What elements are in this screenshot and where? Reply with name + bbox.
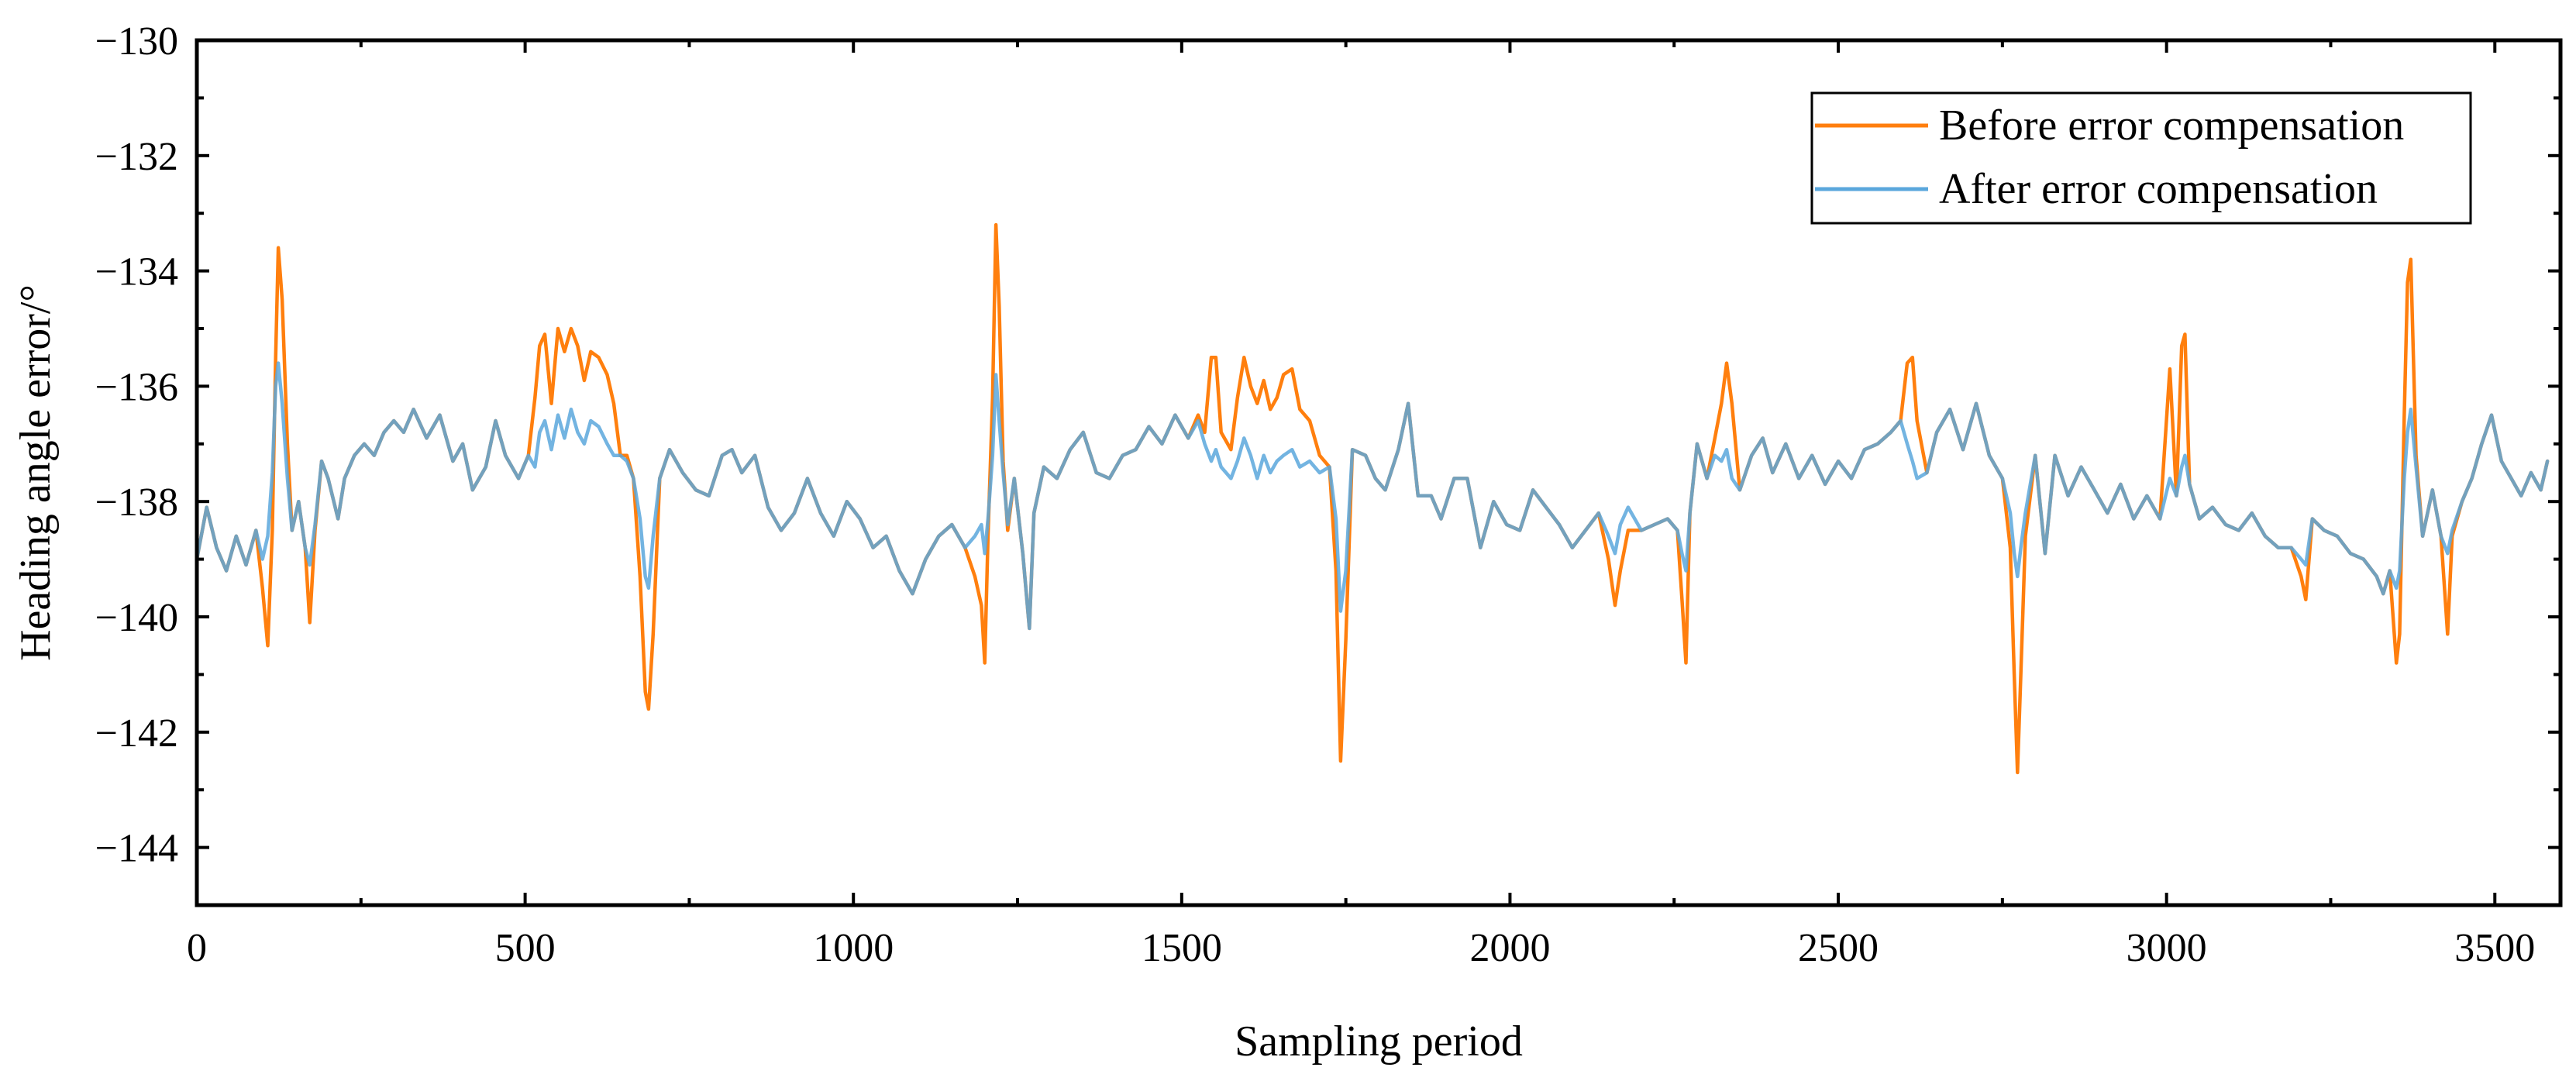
series-line-after-compensation [195,361,2550,631]
y-tick-label: −136 [95,365,178,409]
y-tick-label: −142 [95,711,178,756]
y-tick-label: −140 [95,596,178,640]
legend-label-before: Before error compensation [1939,102,2404,150]
y-tick-label: −144 [95,827,178,871]
y-axis-title: Heading angle error/° [12,284,60,661]
tick-labels: 0 500 1000 1500 2000 2500 3000 3500 −144 −142 −140… [95,19,2536,970]
series-line-before-compensation [195,222,2550,775]
legend: Before error compensation After error co… [1810,91,2472,225]
x-tick-label: 3500 [2454,926,2535,970]
y-tick-label: −130 [95,19,178,64]
x-tick-label: 3000 [2127,926,2207,970]
y-tick-label: −132 [95,135,178,179]
x-axis-title: Sampling period [1235,1017,1523,1066]
x-tick-label: 500 [495,926,556,970]
x-tick-label: 2500 [1798,926,1879,970]
x-tick-label: 0 [187,926,207,970]
legend-label-after: After error compensation [1939,165,2378,213]
legend-box [1810,91,2472,225]
series-layer [195,222,2550,775]
x-tick-label: 1500 [1142,926,1222,970]
x-tick-label: 1000 [813,926,894,970]
x-tick-label: 2000 [1469,926,1550,970]
y-tick-label: −138 [95,480,178,525]
plot-frame [195,38,2563,907]
y-tick-label: −134 [95,250,178,294]
